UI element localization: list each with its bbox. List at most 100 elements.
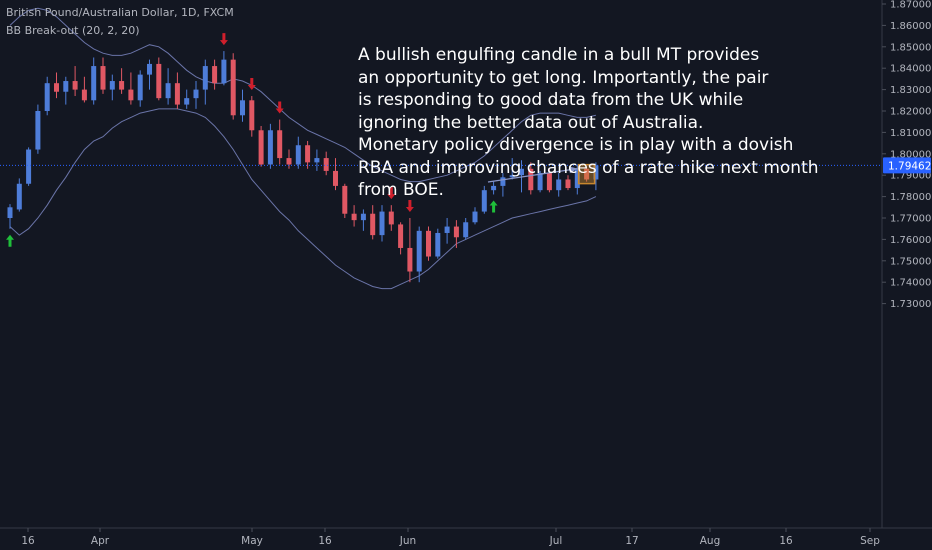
candle [16,178,22,212]
candle-body [463,222,469,238]
candle [407,218,413,283]
candle [286,149,292,169]
candle-body [119,81,125,90]
candle-body [91,66,97,101]
y-tick-label: 1.77000 [890,214,931,225]
candle [574,164,580,195]
candle-body [481,190,487,212]
candle-body [416,230,422,272]
last-price-tag-bg [883,157,931,174]
candle-body [258,130,264,165]
candle [398,222,404,255]
last-price-tag: 1.79462 [883,157,931,174]
candle [351,205,357,227]
candle-body [240,100,245,116]
candle [509,158,515,180]
annotation-line: from BOE. [358,180,444,200]
annotation-line: ignoring the better data out of Australi… [358,112,704,133]
annotation-arrow [487,167,578,183]
candle [556,173,562,197]
candle-body [379,211,385,236]
x-tick-label: 17 [625,535,638,547]
candle [435,228,441,259]
x-tick-label: Sep [860,535,880,547]
candle [305,140,311,169]
symbol-title: British Pound/Australian Dollar, 1D, FXC… [6,6,234,19]
annotation-line: RBA and improving chances of a rate hike… [358,157,819,178]
engulfing-highlight-box [577,163,596,185]
candle [54,72,59,99]
y-tick-label: 1.87000 [890,0,931,11]
candle-body [556,179,562,191]
bollinger-lower-line [9,108,597,290]
candle [119,68,125,94]
candle [426,226,431,261]
candle-body [128,89,134,101]
signal-down-arrow [275,101,284,114]
candle-body [351,213,357,221]
x-tick-label: Aug [700,535,721,547]
bollinger-upper-line [9,7,597,183]
candle [277,119,283,165]
candle-body [574,168,580,189]
candle [72,66,78,97]
candle [388,205,394,231]
candle-body [435,232,441,257]
candle [416,226,422,283]
candle-body [184,98,190,105]
time-axis[interactable]: 16 Apr May 16 Jun Jul 17 Aug 16 Sep [0,527,932,547]
candle-body [314,158,320,163]
y-tick-label: 1.86000 [890,21,931,32]
candle [528,162,534,195]
candle [174,72,180,109]
candle [342,183,348,218]
candle [128,72,134,105]
candle [314,149,320,171]
y-tick-label: 1.84000 [890,64,931,75]
candle-body [370,213,376,236]
candle-body [7,207,13,218]
candle-body [267,130,273,165]
y-tick-label: 1.85000 [890,42,931,53]
candle-body [212,66,218,84]
candle-body [286,158,292,165]
candle-body [63,81,69,92]
candle-body [193,89,199,99]
annotation-line: Monetary policy divergence is in play wi… [358,135,794,155]
x-tick-label: May [241,535,263,547]
bollinger-bands [9,7,597,290]
y-tick-label: 1.80000 [890,149,931,160]
candle-body [295,145,301,165]
signal-up-arrow [489,200,498,213]
candle [491,181,497,195]
annotation-arrow-head [568,166,578,174]
candle-body [360,213,366,221]
y-tick-label: 1.76000 [890,235,931,246]
candle [81,76,87,103]
candle [323,151,329,176]
annotation-line: A bullish engulfing candle in a bull MT … [358,45,760,65]
candle [472,207,478,225]
candle-body [519,168,524,176]
y-tick-label: 1.75000 [890,256,931,267]
candle-body [388,211,394,225]
candle [267,123,273,169]
candle-body [537,173,543,191]
candle [258,125,264,167]
signal-up-arrow [6,234,14,247]
x-tick-label: 16 [21,535,35,547]
chart-overlay [0,33,882,247]
y-tick-label: 1.79000 [890,171,931,182]
signal-down-arrow [219,33,228,46]
candle [156,57,162,101]
candle-body [156,63,162,99]
candle-body [137,74,143,101]
price-axis[interactable]: 1.87000 1.86000 1.85000 1.84000 1.83000 1.820… [881,0,931,528]
candle [44,76,50,116]
candle [212,59,218,90]
last-price-tag-label: 1.79462 [888,160,931,172]
signal-down-arrow [405,200,414,212]
candle [137,70,143,107]
